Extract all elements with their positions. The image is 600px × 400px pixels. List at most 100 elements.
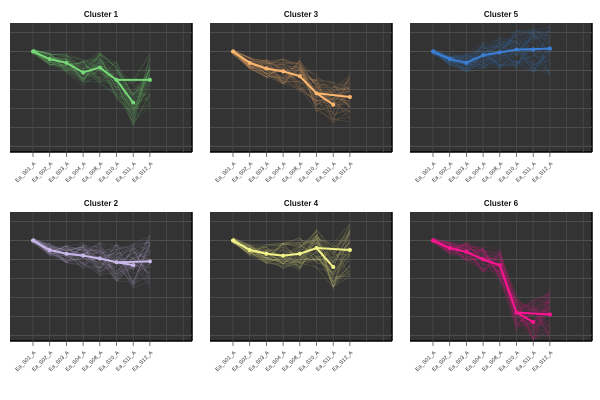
member-profile-line (232, 229, 350, 265)
member-profile-line (232, 51, 350, 112)
mean-point (114, 260, 119, 265)
member-profile-line (432, 239, 551, 311)
member-profile-line (232, 49, 351, 97)
plot-background (410, 23, 592, 152)
member-profile-line (432, 239, 550, 325)
member-profile-line (32, 49, 151, 127)
member-profile-line (32, 237, 151, 282)
panel-cluster-3: Cluster 3Ea_S01_AEa_S02_AEa_S03_AEa_S04_… (210, 10, 393, 184)
member-profile-line (432, 50, 550, 68)
member-profile-line (432, 50, 551, 73)
mean-point (64, 60, 69, 65)
mean-point (264, 66, 269, 71)
member-profile-line (232, 233, 351, 265)
member-profile-line (32, 237, 151, 259)
member-profile-line (232, 48, 351, 110)
member-profile-line (232, 240, 351, 260)
member-profile-line (32, 240, 151, 280)
member-profile-line (432, 242, 551, 338)
member-profile-line (32, 238, 151, 281)
member-profile-line (232, 240, 351, 275)
panel-cluster-6: Cluster 6Ea_S01_AEa_S02_AEa_S03_AEa_S04_… (410, 199, 593, 373)
member-profile-line (32, 235, 151, 263)
member-profile-line (432, 242, 551, 332)
mean-point (431, 49, 435, 54)
mean-point (547, 46, 552, 51)
member-profile-line (32, 49, 151, 116)
mean-point (514, 47, 519, 52)
member-profile-line (232, 233, 351, 264)
mean-point (231, 49, 235, 54)
mean-point (481, 257, 486, 262)
member-profile-line (232, 237, 351, 264)
mean-point (314, 246, 319, 251)
plot-background (410, 212, 592, 341)
member-profile-line (32, 49, 151, 107)
member-profile-line (232, 242, 351, 275)
member-profile-line (432, 241, 551, 337)
member-profile-line (32, 241, 151, 269)
member-profile-line (432, 34, 550, 65)
member-profile-line (232, 49, 351, 108)
member-profile-line (32, 49, 150, 89)
member-profile-line (232, 231, 351, 260)
member-profile-line (232, 50, 351, 113)
member-profile-line (432, 241, 551, 333)
member-profile-line (32, 238, 151, 263)
mean-point (114, 77, 119, 82)
member-profile-line (232, 224, 351, 261)
mean-point (47, 57, 52, 62)
member-profile-line (232, 53, 350, 122)
member-profile-line (32, 239, 150, 272)
member-profile-line (432, 239, 551, 329)
member-profile-line (32, 240, 151, 285)
member-profile-line (432, 40, 551, 72)
member-profile-line (232, 51, 351, 120)
member-profile-line (232, 50, 351, 113)
member-profile-line (32, 238, 151, 275)
member-profile-line (232, 53, 351, 94)
mean-point (531, 47, 536, 52)
member-profile-line (432, 42, 551, 70)
mean-point (131, 100, 136, 105)
mean-point (331, 102, 336, 107)
mean-point (497, 50, 502, 55)
member-profile-line (32, 49, 151, 100)
mean-profile-branch (316, 92, 351, 98)
member-profile-line (232, 50, 351, 102)
mean-point (297, 74, 302, 79)
member-profile-line (32, 49, 151, 123)
member-profile-line (432, 239, 550, 313)
member-profile-line (432, 31, 550, 69)
member-profile-line (232, 51, 351, 93)
member-profile-line (432, 36, 551, 70)
member-profile-line (32, 239, 151, 283)
member-profile-line (32, 242, 150, 256)
member-profile-line (432, 26, 551, 70)
mean-point (64, 251, 69, 256)
mean-point (547, 312, 552, 317)
mean-point (147, 259, 152, 264)
member-profile-line (32, 49, 151, 127)
mean-point (247, 247, 252, 252)
mean-point (281, 253, 286, 258)
mean-point (514, 310, 519, 315)
member-profile-line (232, 236, 351, 289)
panel-cluster-4: Cluster 4Ea_S01_AEa_S02_AEa_S03_AEa_S04_… (210, 199, 393, 373)
mean-point (281, 69, 286, 74)
member-profile-line (432, 240, 551, 340)
member-profile-line (32, 240, 151, 278)
member-profile-line (32, 51, 150, 98)
member-profile-line (432, 30, 551, 69)
member-profile-line (432, 47, 550, 75)
member-profile-line (232, 241, 351, 264)
member-profile-line (232, 49, 350, 104)
member-profile-line (32, 49, 151, 96)
member-profile-line (232, 237, 351, 288)
member-profile-line (232, 51, 350, 106)
mean-point (314, 91, 319, 96)
member-profile-line (432, 31, 551, 70)
member-profile-line (32, 48, 151, 110)
member-profile-line (232, 238, 350, 278)
member-profile-line (232, 52, 351, 112)
